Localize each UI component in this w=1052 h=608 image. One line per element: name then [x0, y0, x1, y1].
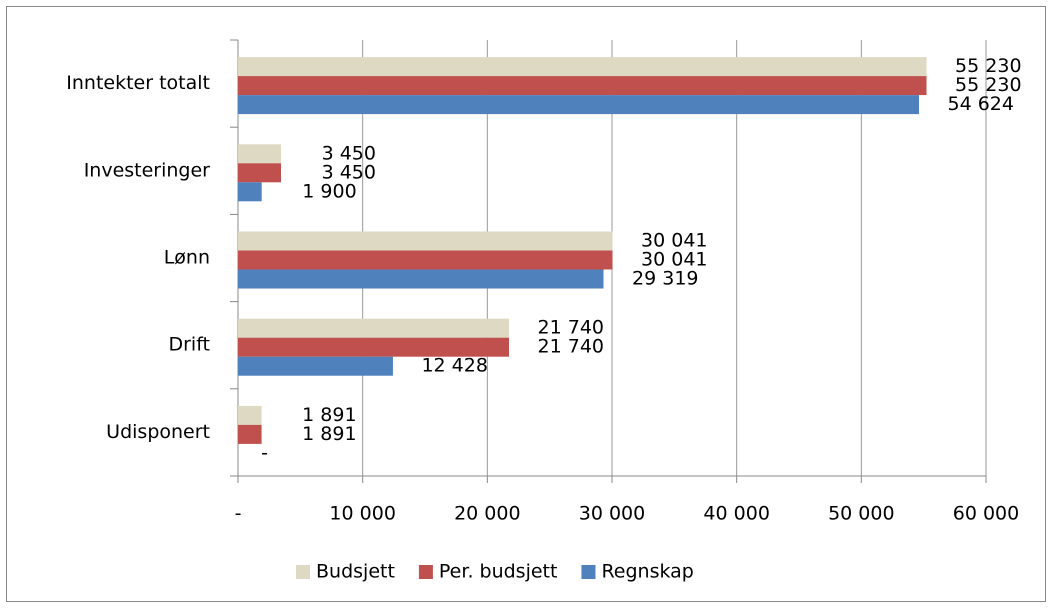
x-tick-label: 30 000: [579, 503, 645, 525]
value-label: 3 450: [322, 142, 376, 164]
x-tick-label: 50 000: [828, 503, 894, 525]
value-label: 29 319: [632, 268, 698, 290]
legend-label: Regnskap: [601, 561, 693, 583]
legend-swatch: [418, 565, 433, 579]
value-label: 54 624: [947, 93, 1013, 115]
y-tick-label: Inntekter totalt: [66, 72, 210, 94]
bar: [238, 337, 510, 357]
bar: [238, 269, 604, 289]
value-label: 1 900: [302, 180, 356, 202]
value-label: 21 740: [538, 317, 604, 339]
y-tick-label: Lønn: [164, 247, 210, 269]
bar: [238, 144, 282, 164]
value-label: 30 041: [641, 230, 707, 252]
value-label: 30 041: [641, 249, 707, 271]
legend-swatch: [296, 565, 310, 579]
bar: [238, 95, 919, 115]
x-tick-label: 10 000: [329, 503, 395, 525]
x-tick-label: 20 000: [454, 503, 520, 525]
bar: [238, 57, 927, 77]
x-tick-label: -: [235, 503, 242, 525]
value-label: 21 740: [538, 336, 604, 358]
value-label: 3 450: [322, 161, 376, 183]
legend-swatch: [581, 565, 596, 579]
bar: [238, 424, 262, 444]
bar: [238, 163, 282, 183]
y-tick-label: Investeringer: [84, 159, 210, 181]
bar: [238, 405, 262, 425]
value-label: 55 230: [955, 74, 1021, 96]
y-tick-label: Udisponert: [106, 421, 210, 443]
legend-label: Budsjett: [316, 561, 395, 583]
bar: [238, 318, 510, 338]
value-label: -: [261, 442, 268, 464]
bar: [238, 182, 262, 202]
value-label: 12 428: [421, 355, 487, 377]
value-label: 1 891: [302, 423, 356, 445]
value-label: 1 891: [302, 404, 356, 426]
bar: [238, 356, 393, 376]
x-tick-label: 60 000: [953, 503, 1019, 525]
legend-label: Per. budsjett: [439, 561, 558, 583]
bar: [238, 231, 613, 251]
x-tick-label: 40 000: [703, 503, 769, 525]
y-tick-label: Drift: [168, 334, 210, 356]
value-label: 55 230: [955, 55, 1021, 77]
bar: [238, 76, 927, 96]
bar: [238, 250, 613, 270]
